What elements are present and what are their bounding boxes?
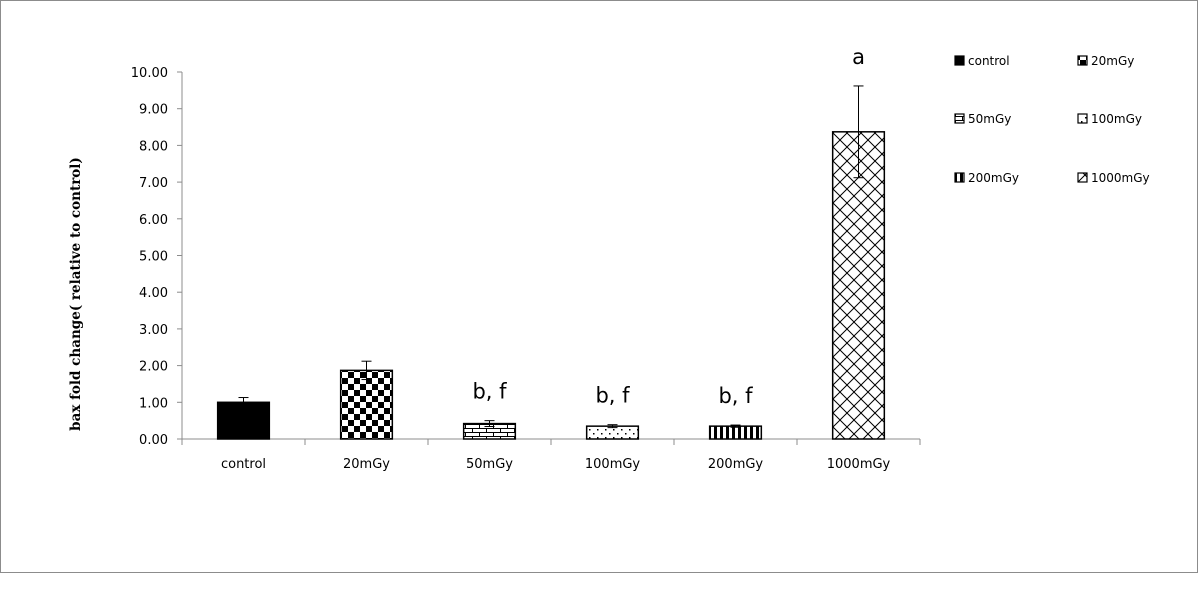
x-tick-label: 1000mGy bbox=[827, 457, 891, 472]
x-tick-label: 50mGy bbox=[466, 457, 513, 472]
y-tick-label: 7.00 bbox=[139, 176, 168, 191]
bar-200mGy bbox=[708, 425, 763, 440]
legend-label: 20mGy bbox=[1091, 54, 1134, 68]
x-tick-label: control bbox=[221, 457, 266, 472]
y-tick-label: 0.00 bbox=[139, 433, 168, 448]
bar-control bbox=[216, 401, 271, 440]
significance-label: b, f bbox=[718, 384, 753, 408]
y-axis-label: bax fold change( relative to control) bbox=[68, 157, 84, 431]
legend-label: 1000mGy bbox=[1091, 171, 1150, 185]
bar-group bbox=[216, 131, 886, 440]
legend-label: 50mGy bbox=[968, 112, 1011, 126]
y-tick-label: 9.00 bbox=[139, 103, 168, 118]
legend-label: 200mGy bbox=[968, 171, 1019, 185]
legend: control 20mGy 50mGy 100mGy 200mGy 1000mGy bbox=[954, 54, 1150, 185]
legend-label: 100mGy bbox=[1091, 112, 1142, 126]
legend-swatch-control bbox=[954, 55, 965, 66]
y-tick-label: 10.00 bbox=[131, 66, 168, 81]
legend-swatch-1000mGy bbox=[1077, 172, 1088, 183]
y-tick-label: 3.00 bbox=[139, 323, 168, 338]
legend-swatch-20mGy bbox=[1077, 55, 1088, 66]
x-tick-label: 200mGy bbox=[708, 457, 764, 472]
legend-label: control bbox=[968, 54, 1010, 68]
y-tick-label: 4.00 bbox=[139, 286, 168, 301]
bar-20mGy bbox=[339, 369, 394, 440]
y-tick-label: 1.00 bbox=[139, 396, 168, 411]
y-tick-label: 5.00 bbox=[139, 250, 168, 265]
y-tick-label: 6.00 bbox=[139, 213, 168, 228]
legend-swatch-200mGy bbox=[954, 172, 965, 183]
legend-swatch-50mGy bbox=[954, 113, 965, 124]
significance-label: a bbox=[852, 45, 865, 69]
significance-label: b, f bbox=[472, 380, 507, 404]
y-tick-label: 8.00 bbox=[139, 139, 168, 154]
x-axis bbox=[181, 438, 921, 445]
category-label-group: control 20mGy 50mGy 100mGy 200mGy 1000mGy bbox=[221, 457, 891, 472]
bar-1000mGy bbox=[831, 131, 886, 440]
y-tick-label: 2.00 bbox=[139, 360, 168, 375]
legend-swatch-100mGy bbox=[1077, 113, 1088, 124]
x-tick-label: 20mGy bbox=[343, 457, 390, 472]
x-tick-label: 100mGy bbox=[585, 457, 641, 472]
y-tick-group: 0.00 1.00 2.00 3.00 4.00 5.00 6.00 7.00 8.00 9.00… bbox=[131, 66, 182, 448]
annotation-group: b, f b, f b, f a bbox=[472, 45, 864, 408]
error-bar-group bbox=[238, 85, 864, 429]
chart-frame bbox=[0, 0, 1198, 573]
significance-label: b, f bbox=[595, 384, 630, 408]
